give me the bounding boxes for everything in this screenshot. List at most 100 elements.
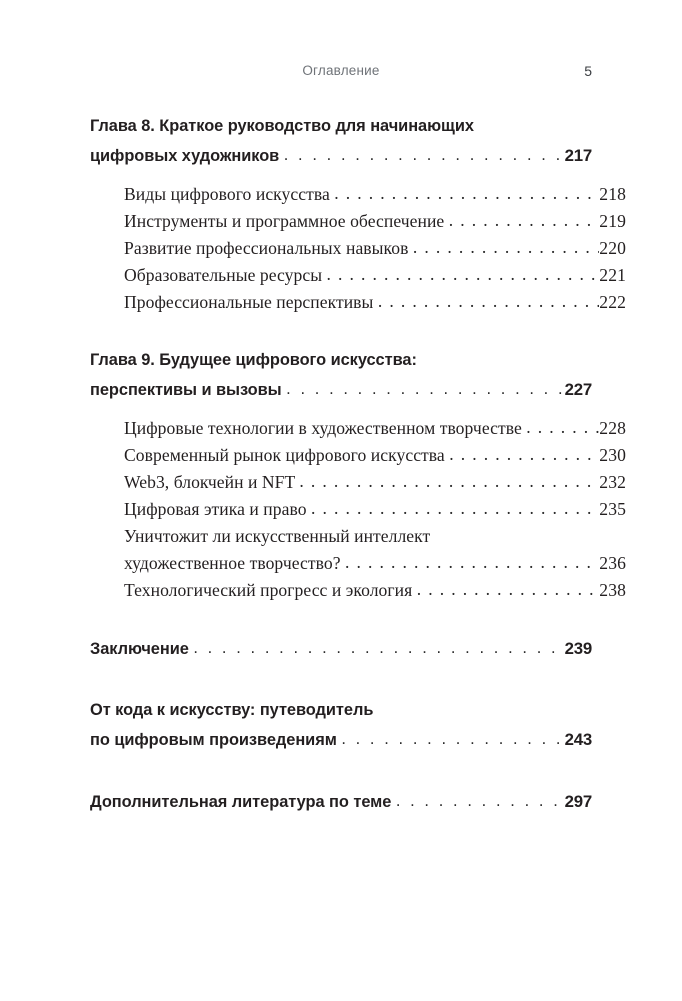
toc-chapter-entry[interactable]: Глава 8. Краткое руководство для начинаю… <box>90 112 592 171</box>
toc-section-entry[interactable]: Современный рынок цифрового искусства 23… <box>90 442 626 469</box>
toc-entry-label: Заключение <box>90 640 194 658</box>
spacer <box>90 171 592 181</box>
dot-leader <box>334 181 599 208</box>
dot-leader <box>284 142 565 171</box>
toc-entry-line: Цифровые технологии в художественном тво… <box>124 415 626 442</box>
toc-chapter-entry[interactable]: Дополнительная литература по теме 297 <box>90 787 592 817</box>
dot-leader <box>396 788 565 817</box>
running-head-title: Оглавление <box>302 63 380 78</box>
spacer <box>90 405 592 415</box>
toc-entry-label: Уничтожит ли искусственный интеллект <box>124 526 431 546</box>
dot-leader <box>413 235 599 262</box>
toc-entry-line: цифровых художников 217 <box>90 141 592 171</box>
toc-entry-label: Цифровые технологии в художественном тво… <box>124 418 527 438</box>
toc-entry-line: Инструменты и программное обеспечение 21… <box>124 208 626 235</box>
toc-entry-label: Технологический прогресс и экология <box>124 580 417 600</box>
toc-entry-page-number: 243 <box>564 730 593 749</box>
toc-entry-page-number: 232 <box>599 472 626 492</box>
toc-entry-label: Цифровая этика и право <box>124 499 312 519</box>
dot-leader <box>378 289 599 316</box>
dot-leader <box>526 415 599 442</box>
dot-leader <box>373 696 592 725</box>
toc-entry-label: Инструменты и программное обеспечение <box>124 211 449 231</box>
dot-leader <box>417 346 592 375</box>
toc-entry-page-number: 228 <box>599 418 626 438</box>
toc-entry-page-number: 222 <box>599 292 626 312</box>
toc-entry-line: Глава 9. Будущее цифрового искусства: <box>90 346 592 375</box>
toc-entry-label: цифровых художников <box>90 147 284 165</box>
dot-leader <box>327 262 600 289</box>
toc-entry-label: Виды цифрового искусства <box>124 184 335 204</box>
dot-leader <box>311 496 599 523</box>
dot-leader <box>449 208 600 235</box>
toc-entry-page-number: 235 <box>599 499 626 519</box>
toc-entry-line: Виды цифрового искусства 218 <box>124 181 626 208</box>
toc-section-entry[interactable]: Цифровые технологии в художественном тво… <box>90 415 626 442</box>
toc-section-entry[interactable]: Развитие профессиональных навыков 220 <box>90 235 626 262</box>
toc-entry-label: перспективы и вызовы <box>90 381 287 399</box>
dot-leader <box>417 577 600 604</box>
toc-entry-label: Образовательные ресурсы <box>124 265 327 285</box>
toc-entry-line: Глава 8. Краткое руководство для начинаю… <box>90 112 592 141</box>
toc-section-entry[interactable]: Web3, блокчейн и NFT 232 <box>90 469 626 496</box>
toc-entry-line: художественное творчество? 236 <box>124 550 626 577</box>
toc-entry-line: Дополнительная литература по теме 297 <box>90 787 592 817</box>
toc-entry-page-number: 221 <box>599 265 626 285</box>
toc-entry-page-number: 217 <box>564 146 593 165</box>
toc-entry-line: Современный рынок цифрового искусства 23… <box>124 442 626 469</box>
toc-entry-label: Дополнительная литература по теме <box>90 793 396 811</box>
toc-entry-label: Глава 8. Краткое руководство для начинаю… <box>90 117 474 135</box>
toc-entry-line: по цифровым произведениям 243 <box>90 725 592 755</box>
toc-entry-line: Цифровая этика и право 235 <box>124 496 626 523</box>
toc-section-entry[interactable]: Виды цифрового искусства 218 <box>90 181 626 208</box>
toc-section-entry[interactable]: Профессиональные перспективы 222 <box>90 289 626 316</box>
dot-leader <box>193 635 564 664</box>
toc-entry-label: Профессиональные перспективы <box>124 292 378 312</box>
spacer <box>90 664 592 696</box>
toc-entry-page-number: 238 <box>599 580 626 600</box>
dot-leader <box>474 112 592 141</box>
toc-entry-page-number: 219 <box>599 211 626 231</box>
toc-chapter-entry[interactable]: Глава 9. Будущее цифрового искусства: пер… <box>90 346 592 405</box>
toc-section-entry[interactable]: Образовательные ресурсы 221 <box>90 262 626 289</box>
toc-section-entry[interactable]: Цифровая этика и право 235 <box>90 496 626 523</box>
toc-entry-page-number: 218 <box>599 184 626 204</box>
toc-entry-page-number: 230 <box>599 445 626 465</box>
toc-entry-page-number: 297 <box>564 792 593 811</box>
page-number: 5 <box>584 63 592 79</box>
toc-section-entry[interactable]: Технологический прогресс и экология 238 <box>90 577 626 604</box>
toc-chapter-entry[interactable]: От кода к искусству: путеводитель по цифр… <box>90 696 592 755</box>
toc-entry-label: От кода к искусству: путеводитель <box>90 701 374 719</box>
toc-entry-line: Профессиональные перспективы 222 <box>124 289 626 316</box>
toc-entry-line: Образовательные ресурсы 221 <box>124 262 626 289</box>
running-head: Оглавление 5 <box>90 63 592 83</box>
toc-entry-label: Современный рынок цифрового искусства <box>124 445 450 465</box>
toc-section-entry[interactable]: Инструменты и программное обеспечение 21… <box>90 208 626 235</box>
toc-entry-page-number: 220 <box>599 238 626 258</box>
spacer <box>90 316 592 346</box>
toc-entry-label: Web3, блокчейн и NFT <box>124 472 300 492</box>
toc-entry-line: перспективы и вызовы 227 <box>90 375 592 405</box>
dot-leader <box>299 469 599 496</box>
toc-entry-label: по цифровым произведениям <box>90 731 342 749</box>
dot-leader <box>430 523 626 550</box>
toc-entry-line: Заключение 239 <box>90 634 592 664</box>
dot-leader <box>341 726 564 755</box>
dot-leader <box>345 550 599 577</box>
toc-entry-label: Развитие профессиональных навыков <box>124 238 413 258</box>
toc-entry-page-number: 227 <box>564 380 593 399</box>
dot-leader <box>286 376 564 405</box>
toc-entry-label: Глава 9. Будущее цифрового искусства: <box>90 351 417 369</box>
toc-chapter-entry[interactable]: Заключение 239 <box>90 634 592 664</box>
toc-entry-line: Уничтожит ли искусственный интеллект <box>124 523 626 550</box>
toc-entry-line: От кода к искусству: путеводитель <box>90 696 592 725</box>
spacer <box>90 604 592 634</box>
spacer <box>90 755 592 787</box>
table-of-contents: Глава 8. Краткое руководство для начинаю… <box>90 112 626 817</box>
toc-entry-page-number: 236 <box>599 553 626 573</box>
toc-entry-line: Web3, блокчейн и NFT 232 <box>124 469 626 496</box>
toc-section-entry[interactable]: Уничтожит ли искусственный интеллект худо… <box>90 523 626 577</box>
dot-leader <box>449 442 599 469</box>
toc-entry-line: Технологический прогресс и экология 238 <box>124 577 626 604</box>
